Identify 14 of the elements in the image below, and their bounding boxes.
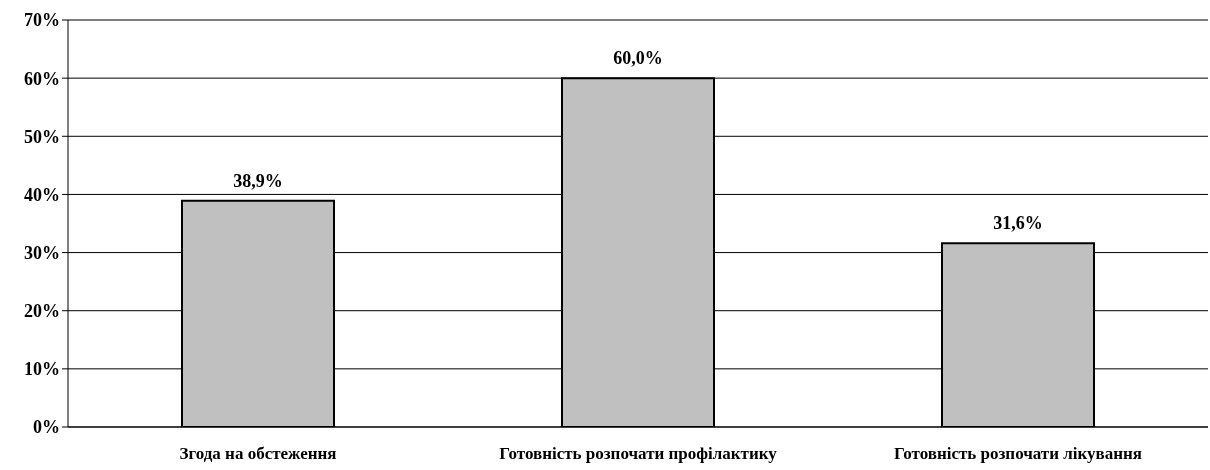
data-label: 60,0% xyxy=(613,48,663,69)
y-tick-label: 50% xyxy=(24,126,60,147)
x-tick-label: Згода на обстеження xyxy=(179,444,337,464)
x-tick-label: Готовність розпочати профілактику xyxy=(499,444,778,464)
data-label: 38,9% xyxy=(233,170,283,191)
y-tick-label: 30% xyxy=(24,242,60,263)
data-label: 31,6% xyxy=(993,213,1043,234)
y-tick-label: 40% xyxy=(24,184,60,205)
y-tick-label: 70% xyxy=(24,10,60,31)
x-tick-label: Готовність розпочати лікування xyxy=(893,444,1143,464)
y-tick-label: 20% xyxy=(24,301,60,322)
y-tick-label: 0% xyxy=(33,417,60,438)
y-tick-label: 10% xyxy=(24,359,60,380)
y-tick-label: 60% xyxy=(24,68,60,89)
